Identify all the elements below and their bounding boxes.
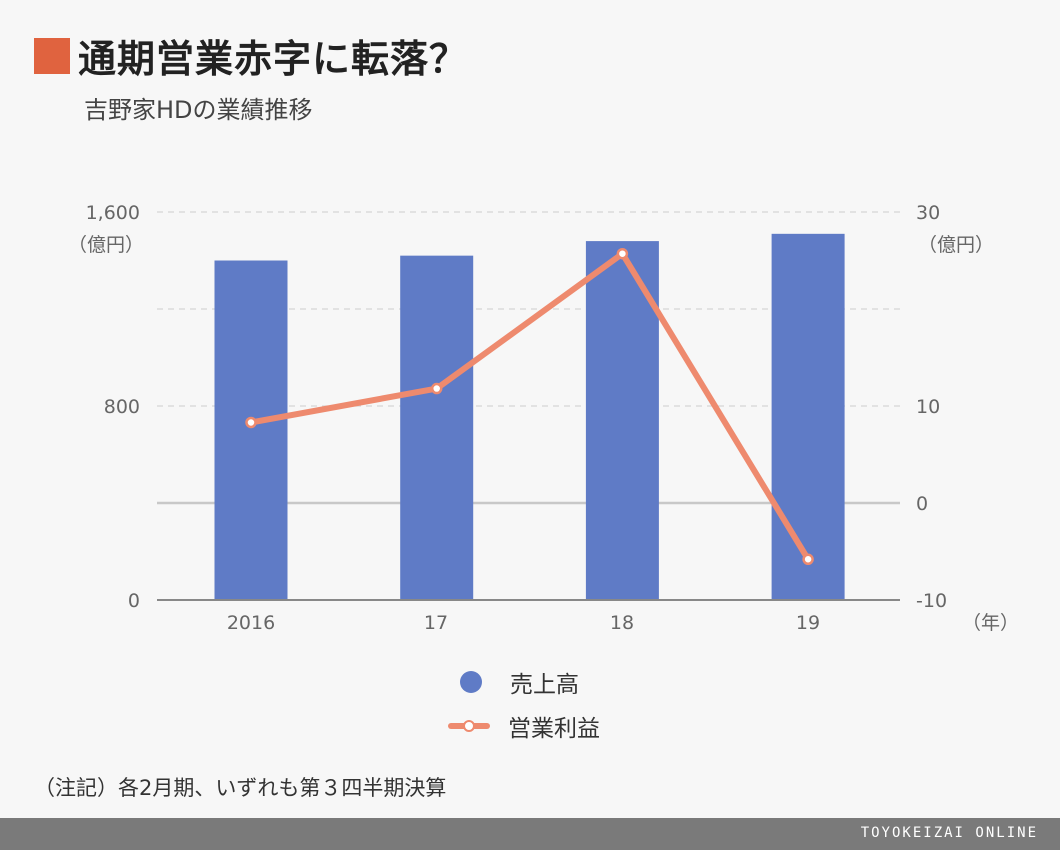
left-axis-unit: （億円） <box>68 234 144 256</box>
left-tick-0: 0 <box>128 590 140 612</box>
right-tick-minus10: -10 <box>916 590 947 612</box>
footnote: （注記）各2月期、いずれも第３四半期決算 <box>34 776 447 800</box>
bar-18 <box>585 241 659 600</box>
legend-label-line: 営業利益 <box>508 716 600 742</box>
circle-icon <box>460 671 482 693</box>
profit-line <box>248 250 812 563</box>
right-tick-30: 30 <box>916 202 940 224</box>
line-point-19 <box>802 553 814 566</box>
x-tick-17: 17 <box>424 612 448 634</box>
right-tick-0: 0 <box>916 493 928 515</box>
footer-bar: TOYOKEIZAI ONLINE <box>0 818 1060 850</box>
chart-title: 通期営業赤字に転落？ <box>78 37 469 81</box>
chart-subtitle: 吉野家HDの業績推移 <box>84 96 313 124</box>
bar-17 <box>400 255 474 600</box>
legend-label-bar: 売上高 <box>510 672 579 698</box>
right-tick-10: 10 <box>916 396 940 418</box>
brand-label: TOYOKEIZAI ONLINE <box>860 825 1038 841</box>
line-series <box>245 247 814 566</box>
legend: 売上高 営業利益 <box>448 664 600 752</box>
line-marker-icon <box>448 715 490 737</box>
legend-item-bar: 売上高 <box>448 664 600 700</box>
x-tick-2016: 2016 <box>227 612 275 634</box>
left-tick-800: 800 <box>104 396 140 418</box>
left-tick-1600: 1,600 <box>86 202 140 224</box>
right-axis-unit: （億円） <box>918 234 994 256</box>
bar-2016 <box>214 260 288 600</box>
title-square-icon <box>34 37 70 74</box>
bar-19 <box>771 233 845 600</box>
x-axis-unit: （年） <box>962 612 1019 634</box>
title-block: 通期営業赤字に転落？ <box>34 28 468 83</box>
legend-item-line: 営業利益 <box>448 708 600 744</box>
line-point-2016 <box>245 416 257 429</box>
line-point-18 <box>616 247 629 260</box>
line-point-17 <box>430 382 443 395</box>
x-tick-19: 19 <box>796 612 820 634</box>
bar-series <box>214 233 845 600</box>
x-tick-18: 18 <box>610 612 634 634</box>
